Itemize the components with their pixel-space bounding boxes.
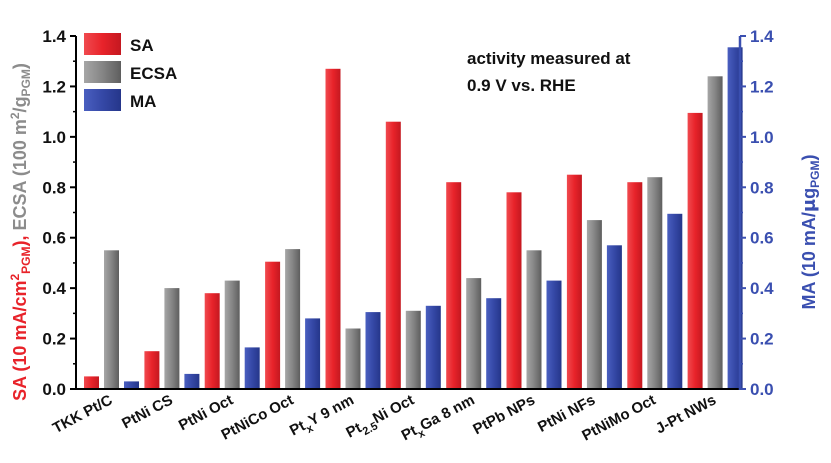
left-tick-label: 0.8 (42, 178, 66, 197)
left-tick-label: 1.2 (42, 77, 66, 96)
bar-sa-7 (506, 192, 522, 389)
category-label-10: J-Pt NWs (653, 392, 719, 438)
ecsa-label-end: ) (10, 63, 30, 69)
category-label-1: PtNi CS (119, 392, 176, 433)
legend-swatch-sa (84, 33, 121, 55)
left-tick-label: 0.0 (42, 380, 66, 399)
bar-sa-9 (627, 182, 643, 389)
bar-ecsa-3 (285, 249, 301, 389)
legend-swatch-ma (84, 89, 121, 111)
right-tick-label: 0.8 (750, 178, 774, 197)
ecsa-label-part: ECSA (100 m (10, 119, 30, 230)
bar-ma-5 (425, 305, 441, 389)
left-tick-label: 1.0 (42, 128, 66, 147)
left-tick-label: 0.2 (42, 330, 66, 349)
bar-sa-8 (566, 174, 582, 389)
bars-group (84, 47, 743, 390)
right-tick-label: 0.0 (750, 380, 774, 399)
right-tick-label: 1.4 (750, 27, 774, 46)
bar-ecsa-9 (647, 177, 663, 389)
bar-ecsa-0 (104, 250, 119, 389)
bar-ma-2 (244, 347, 260, 389)
right-tick-label: 1.2 (750, 77, 774, 96)
ecsa-label-sup: 2 (8, 112, 22, 119)
bar-sa-0 (84, 376, 99, 389)
legend: SA ECSA MA (84, 33, 177, 111)
bar-ma-3 (305, 318, 321, 389)
ticks-group (70, 35, 746, 390)
category-label-7: PtPb NPs (470, 392, 538, 439)
legend-label-sa: SA (130, 36, 154, 55)
bar-ecsa-4 (345, 328, 361, 389)
bar-ecsa-2 (224, 280, 240, 389)
sa-label-sub: PGM (19, 247, 33, 274)
right-tick-label: 1.0 (750, 128, 774, 147)
bar-ecsa-5 (405, 310, 421, 389)
sa-label-end: ), (10, 231, 30, 247)
right-tick-labels: 0.0 0.2 0.4 0.6 0.8 1.0 1.2 1.4 (750, 27, 774, 399)
bar-ecsa-6 (466, 278, 482, 389)
bar-sa-1 (144, 351, 160, 389)
sa-label-part: SA (10 mA/cm (10, 281, 30, 401)
annotation-line-2: 0.9 V vs. RHE (467, 76, 576, 95)
bar-ecsa-10 (707, 76, 723, 390)
bar-ma-6 (486, 298, 502, 389)
bar-sa-2 (204, 293, 220, 389)
right-y-axis-label: MA (10 mA/μgPGM) (799, 155, 822, 310)
ma-label-part1: MA (10 mA/ (799, 212, 819, 309)
left-tick-label: 0.4 (42, 279, 66, 298)
ecsa-label-sub: PGM (19, 69, 33, 96)
left-tick-labels: 0.0 0.2 0.4 0.6 0.8 1.0 1.2 1.4 (42, 27, 66, 399)
right-tick-label: 0.2 (750, 330, 774, 349)
ma-label-part3: ) (799, 155, 819, 161)
bar-sa-10 (687, 112, 703, 390)
legend-label-ma: MA (130, 92, 156, 111)
sa-label-sup: 2 (8, 274, 22, 281)
ma-label-part2: g (799, 188, 819, 199)
left-y-axis-label: SA (10 mA/cm2PGM), ECSA (100 m2/gPGM) (8, 63, 33, 401)
ma-label-sub: PGM (808, 161, 822, 188)
bar-sa-6 (446, 182, 462, 389)
legend-label-ecsa: ECSA (130, 64, 177, 83)
bar-ecsa-7 (526, 250, 542, 389)
bar-ma-1 (184, 373, 200, 389)
bar-sa-5 (385, 121, 401, 389)
bar-sa-3 (265, 261, 281, 389)
bar-ma-0 (124, 381, 139, 389)
legend-swatch-ecsa (84, 61, 121, 83)
left-tick-label: 1.4 (42, 27, 66, 46)
right-tick-label: 0.6 (750, 229, 774, 248)
bar-ecsa-1 (164, 288, 180, 389)
bar-ma-7 (546, 280, 562, 389)
ecsa-label-mid: /g (10, 96, 30, 112)
bar-sa-4 (325, 68, 341, 390)
ma-label-mu: μ (799, 199, 820, 212)
bar-ecsa-8 (586, 220, 602, 389)
annotation-line-1: activity measured at (467, 49, 631, 68)
right-tick-label: 0.4 (750, 279, 774, 298)
bar-ma-9 (667, 213, 683, 389)
left-tick-label: 0.6 (42, 229, 66, 248)
bar-ma-4 (365, 312, 381, 389)
bar-ma-8 (606, 245, 622, 389)
